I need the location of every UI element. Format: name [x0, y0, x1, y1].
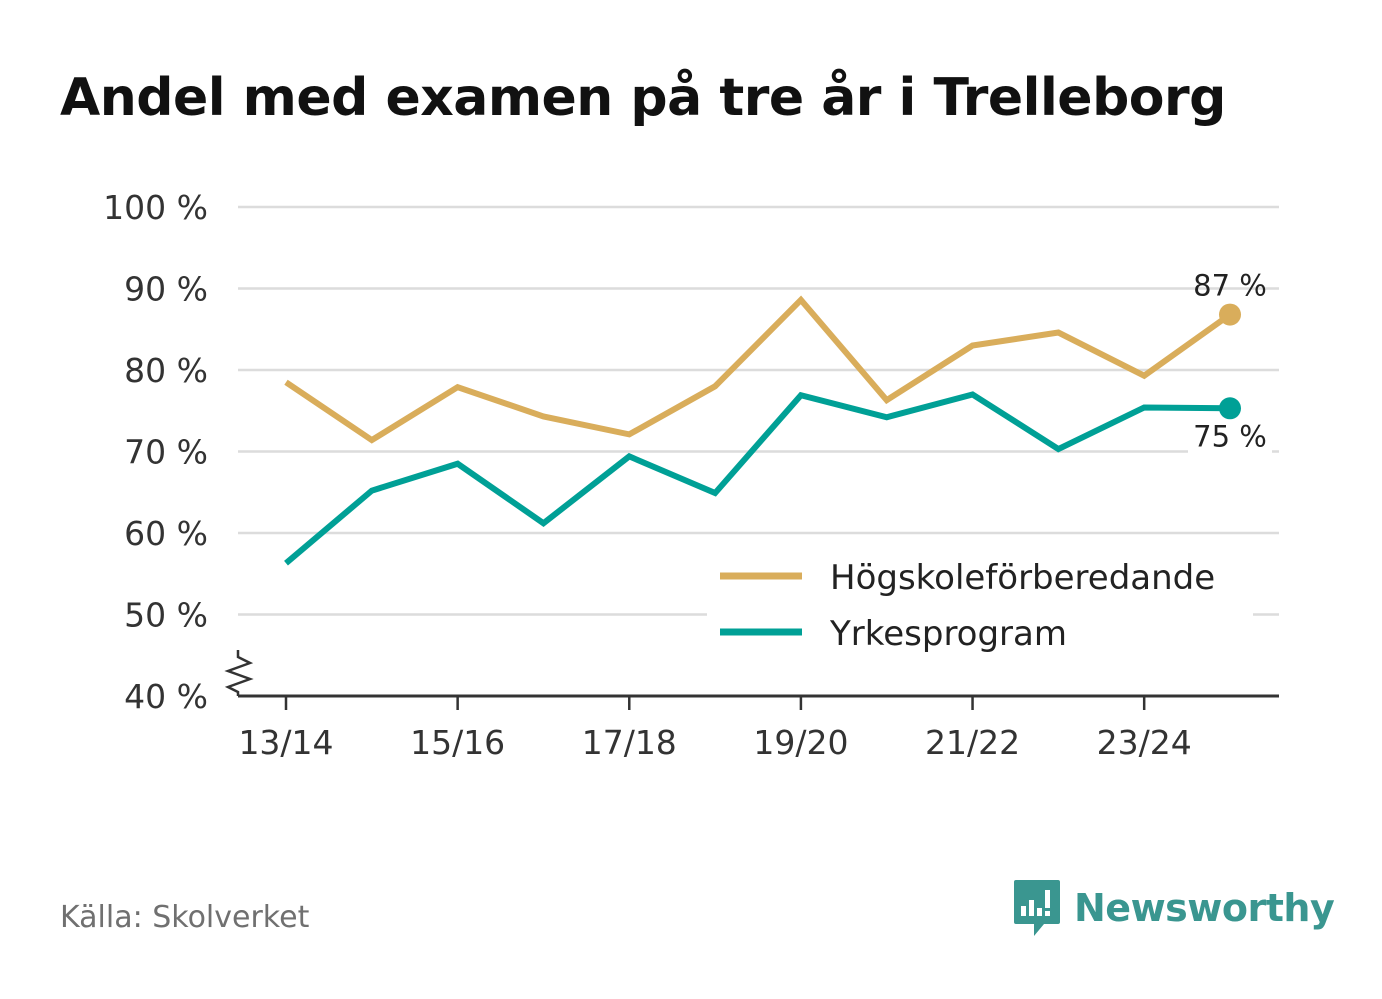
- x-tick-label: 15/16: [410, 723, 505, 762]
- x-tick-label: 19/20: [753, 723, 848, 762]
- series-end-label: 75 %: [1193, 419, 1267, 453]
- chart-title: Andel med examen på tre år i Trelleborg: [60, 68, 1226, 128]
- legend-background: [707, 549, 1253, 664]
- gridlines: [238, 205, 1279, 616]
- x-tick-label: 21/22: [925, 723, 1020, 762]
- x-tick-label: 13/14: [238, 723, 333, 762]
- y-axis-tick-labels: 40 % 50 % 60 % 70 % 80 % 90 % 100 %: [103, 188, 208, 716]
- x-axis: [224, 650, 1279, 698]
- y-tick-label: 50 %: [124, 596, 208, 635]
- x-axis-tick-labels: 13/14 15/16 17/18 19/20 21/22 23/24: [238, 696, 1192, 762]
- y-tick-label: 90 %: [124, 270, 208, 309]
- series-end-point: [1219, 397, 1241, 420]
- y-tick-label: 60 %: [124, 514, 208, 553]
- x-tick-label: 17/18: [582, 723, 677, 762]
- legend: Högskoleförberedande Yrkesprogram: [707, 549, 1253, 664]
- y-tick-label: 70 %: [124, 433, 208, 472]
- y-tick-label: 40 %: [124, 677, 208, 716]
- brand-name: Newsworthy: [1074, 886, 1335, 930]
- brand-logo[interactable]: Newsworthy: [1012, 878, 1335, 938]
- series-end-label: 87 %: [1193, 269, 1267, 303]
- end-label-background: [1188, 421, 1272, 456]
- y-axis-break-icon: [224, 650, 254, 696]
- series-lines: 87 % 75 %: [284, 269, 1272, 566]
- newsworthy-logo-icon: [1014, 880, 1060, 936]
- legend-label-hogskoleforberedande: Högskoleförberedande: [830, 558, 1215, 598]
- legend-label-yrkesprogram: Yrkesprogram: [829, 614, 1067, 654]
- series-line: [284, 295, 1232, 444]
- source-note: Källa: Skolverket: [60, 900, 310, 935]
- y-tick-label: 80 %: [124, 351, 208, 390]
- x-tick-label: 23/24: [1097, 723, 1192, 762]
- series-end-point: [1219, 303, 1241, 326]
- series-line: [284, 391, 1231, 566]
- y-tick-label: 100 %: [103, 188, 208, 227]
